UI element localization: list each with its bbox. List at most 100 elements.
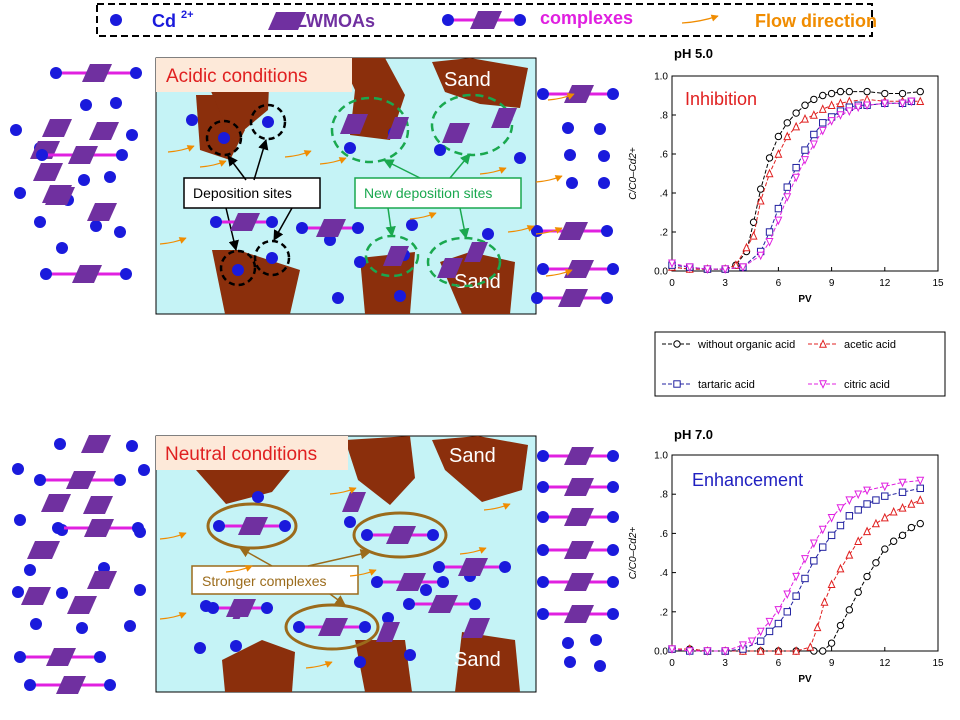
cd-ion — [110, 97, 122, 109]
x-tick-label: 3 — [722, 658, 728, 669]
data-point — [792, 592, 800, 600]
cd-ion — [210, 216, 222, 228]
data-point — [898, 99, 907, 109]
cd-ion — [607, 576, 619, 588]
x-tick-label: 12 — [879, 278, 891, 289]
data-point — [819, 647, 827, 655]
pointer-arrow — [458, 207, 470, 240]
lwmoa — [21, 587, 51, 605]
data-point — [756, 195, 765, 205]
data-point — [783, 590, 792, 600]
data-point — [765, 154, 774, 162]
lwmoa — [442, 123, 470, 143]
stronger-complex-label: Stronger complexes — [202, 573, 327, 589]
lwmoa — [558, 289, 588, 307]
series — [668, 519, 924, 655]
data-point — [836, 504, 845, 513]
cd-ion — [279, 520, 291, 532]
legend-cd-superscript: 2+ — [181, 9, 194, 21]
pointer-arrow — [449, 153, 471, 179]
cd-ion — [34, 474, 46, 486]
complex — [34, 471, 126, 489]
series-line — [671, 100, 912, 270]
data-point — [738, 641, 747, 651]
lwmoa — [46, 648, 76, 666]
series-line — [671, 91, 921, 270]
complex — [293, 618, 371, 636]
new-deposition-label-box — [354, 177, 522, 209]
cd-ion — [116, 149, 128, 161]
legend-cd-label: Cd — [152, 11, 176, 31]
complex — [24, 676, 116, 694]
data-point — [721, 265, 730, 274]
complex — [213, 517, 291, 535]
cd-ion — [120, 268, 132, 280]
new-deposition-site — [426, 236, 502, 288]
cd-ion — [252, 491, 264, 503]
lwmoa — [564, 478, 594, 496]
cd-ion — [371, 576, 383, 588]
data-point — [863, 526, 872, 536]
data-point — [721, 647, 730, 656]
data-point — [792, 121, 801, 131]
data-point — [792, 109, 800, 117]
sand-label-top: Sand — [449, 445, 496, 467]
cd-ion — [134, 584, 146, 596]
y-tick-label: .8 — [660, 490, 669, 501]
cd-ion — [482, 228, 494, 240]
data-point — [765, 617, 774, 627]
cd-ion — [537, 511, 549, 523]
chart-ph5: pH 5.0 Inhibition 0 3 6 9 12 15 0.0 .2 .4 .6 .8 1.0… — [628, 46, 944, 305]
lwmoa — [564, 508, 594, 526]
cd-ion — [34, 216, 46, 228]
cd-ion — [266, 216, 278, 228]
cd-ion — [230, 640, 242, 652]
data-point — [783, 131, 792, 141]
cd-ion — [594, 123, 606, 135]
lwmoa — [564, 85, 594, 103]
x-tick-label: 6 — [776, 658, 782, 669]
lwmoa — [428, 595, 458, 613]
y-tick-label: 0.0 — [654, 647, 668, 658]
cd-ion — [138, 464, 150, 476]
cd-ion — [10, 124, 22, 136]
neutral-panel: Sand Sand Neutral conditions Stronger co… — [155, 435, 537, 693]
lwmoa — [89, 122, 119, 140]
complex — [537, 508, 619, 526]
cd-ion-icon — [110, 14, 122, 26]
flow-arrow — [225, 565, 253, 573]
lwmoa — [83, 496, 113, 514]
cd-ion — [537, 450, 549, 462]
data-point — [810, 95, 818, 104]
x-axis-label: PV — [798, 674, 812, 685]
lwmoa — [82, 64, 112, 82]
flow-arrow — [159, 532, 187, 540]
data-point — [845, 496, 854, 505]
data-point — [774, 204, 783, 213]
series-line — [672, 499, 921, 652]
cd-ion — [562, 637, 574, 649]
data-point — [783, 119, 791, 127]
lwmoa — [564, 447, 594, 465]
data-point — [827, 100, 836, 109]
cd-ion — [469, 598, 481, 610]
sand-label-top: Sand — [444, 69, 491, 91]
lwmoa — [68, 146, 98, 164]
cd-ion — [607, 263, 619, 275]
cd-ion — [94, 651, 106, 663]
legend-entry: acetic acid — [808, 339, 896, 351]
data-point — [827, 89, 836, 98]
cd-ion — [427, 529, 439, 541]
data-point — [827, 514, 836, 523]
data-point — [783, 193, 792, 202]
data-point — [783, 183, 791, 191]
data-point — [756, 251, 765, 261]
cd-ion — [36, 149, 48, 161]
data-point — [872, 559, 880, 567]
lwmoa — [376, 622, 400, 642]
data-point — [836, 521, 845, 530]
data-point — [818, 104, 827, 113]
cd-ion — [601, 292, 613, 304]
data-point — [845, 107, 854, 116]
series-line — [671, 480, 921, 652]
